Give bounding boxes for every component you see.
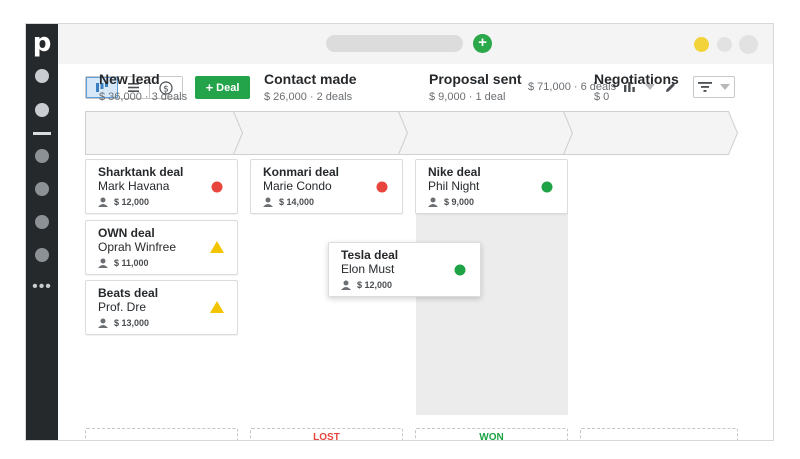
status-green-dot-icon	[541, 181, 553, 193]
stage-new-lead[interactable]: New lead $ 36,000 · 3 deals	[85, 64, 235, 108]
plus-icon: +	[205, 79, 214, 95]
deal-person: Prof. Dre	[98, 300, 147, 314]
drop-zone-move[interactable]	[580, 428, 738, 440]
pipeline-view-icon	[96, 83, 108, 92]
forecast-dollar-icon: $	[159, 80, 173, 95]
avatar[interactable]	[739, 35, 758, 54]
sidebar-item-5[interactable]	[35, 215, 49, 229]
person-icon	[98, 258, 108, 268]
filter-icon	[698, 82, 712, 92]
list-view-icon	[128, 83, 139, 92]
sidebar-more-icon[interactable]: •••	[32, 278, 52, 295]
drop-zone-lost[interactable]: LOST	[250, 428, 403, 440]
chevron-down-icon	[720, 84, 730, 90]
help-button[interactable]	[717, 37, 732, 52]
pipeline-summary: $ 71,000 · 6 deals	[528, 81, 617, 93]
warning-triangle-icon	[210, 301, 224, 313]
pipedrive-logo[interactable]: p	[32, 28, 52, 58]
sidebar-item-2[interactable]	[35, 103, 49, 117]
deal-person: Elon Must	[341, 262, 395, 276]
deal-value: $ 13,000	[114, 318, 150, 328]
person-icon	[341, 280, 351, 290]
status-red-dot-icon	[376, 181, 388, 193]
edit-pipeline-button[interactable]	[665, 78, 676, 96]
deal-card[interactable]: Sharktank deal Mark Havana $ 12,000	[85, 159, 238, 214]
view-switcher: $	[85, 76, 183, 99]
stage-name: Negotiations	[594, 71, 679, 87]
chevron-down-icon	[645, 84, 655, 90]
sidebar: p •••	[26, 24, 58, 440]
deal-title: Beats deal	[98, 286, 159, 300]
deal-value: $ 12,000	[114, 197, 150, 207]
deal-value: $ 14,000	[279, 197, 315, 207]
deal-title: Nike deal	[428, 165, 481, 179]
stage-proposal-sent[interactable]: Proposal sent $ 9,000 · 1 deal	[415, 64, 565, 108]
stage-name: Contact made	[264, 71, 357, 87]
drop-zone-won[interactable]: WON	[415, 428, 568, 440]
deal-person: Oprah Winfree	[98, 240, 177, 254]
drop-target-column	[416, 182, 568, 415]
pencil-icon	[666, 82, 675, 92]
deal-person: Phil Night	[428, 179, 480, 193]
svg-text:$: $	[163, 84, 169, 94]
sidebar-item-deals[interactable]	[35, 69, 49, 83]
search-bar[interactable]	[326, 35, 463, 52]
filter-button[interactable]	[693, 76, 735, 98]
person-icon	[98, 197, 108, 207]
sidebar-item-4[interactable]	[35, 182, 49, 196]
forecast-view-button[interactable]: $	[150, 77, 182, 98]
stage-arrows	[85, 111, 738, 155]
sidebar-item-6[interactable]	[35, 248, 49, 262]
notification-indicator[interactable]	[694, 37, 709, 52]
deal-title: Konmari deal	[263, 165, 340, 179]
deal-card[interactable]: OWN deal Oprah Winfree $ 11,000	[85, 220, 238, 275]
person-icon	[263, 197, 273, 207]
stage-name: Proposal sent	[429, 71, 522, 87]
deal-card[interactable]: Beats deal Prof. Dre $ 13,000	[85, 280, 238, 335]
deal-value: $ 9,000	[444, 197, 475, 207]
deal-card[interactable]: Nike deal Phil Night $ 9,000	[415, 159, 568, 214]
deal-person: Mark Havana	[98, 179, 170, 193]
stage-meta: $ 36,000 · 3 deals	[99, 91, 188, 103]
deal-title: Sharktank deal	[98, 165, 184, 179]
app-window: p ••• +	[25, 23, 774, 441]
add-deal-button[interactable]: + Deal	[195, 76, 250, 99]
sidebar-item-3[interactable]	[35, 149, 49, 163]
list-view-button[interactable]	[118, 77, 150, 98]
quick-add-button[interactable]: +	[473, 34, 492, 53]
person-icon	[428, 197, 438, 207]
stats-dropdown[interactable]	[645, 78, 655, 96]
deal-card[interactable]: Konmari deal Marie Condo $ 14,000	[250, 159, 403, 214]
stage-contact-made[interactable]: Contact made $ 26,000 · 2 deals	[250, 64, 400, 108]
pipeline-view-button[interactable]	[86, 77, 118, 98]
stage-meta: $ 0	[594, 91, 610, 103]
stage-name: New lead	[99, 71, 160, 87]
stage-negotiations[interactable]: Negotiations $ 0	[580, 64, 730, 108]
deal-value: $ 12,000	[357, 280, 393, 290]
status-red-dot-icon	[211, 181, 223, 193]
warning-triangle-icon	[210, 241, 224, 253]
stage-meta: $ 26,000 · 2 deals	[264, 91, 353, 103]
top-bar: +	[58, 24, 773, 64]
deal-title: Tesla deal	[341, 248, 399, 262]
drop-zone-delete[interactable]	[85, 428, 238, 440]
status-green-dot-icon	[454, 264, 466, 276]
deal-person: Marie Condo	[263, 179, 332, 193]
stage-meta: $ 9,000 · 1 deal	[429, 91, 506, 103]
deal-card-dragging[interactable]: Tesla deal Elon Must $ 12,000	[328, 242, 481, 297]
stats-button[interactable]	[624, 78, 635, 96]
person-icon	[98, 318, 108, 328]
deal-value: $ 11,000	[114, 258, 149, 268]
sidebar-active-indicator	[33, 132, 51, 135]
deal-title: OWN deal	[98, 226, 155, 240]
add-deal-label: Deal	[216, 81, 240, 94]
bar-chart-icon	[624, 82, 635, 92]
pipeline-board: $ + Deal $ 71,000 · 6 deals	[58, 64, 773, 440]
